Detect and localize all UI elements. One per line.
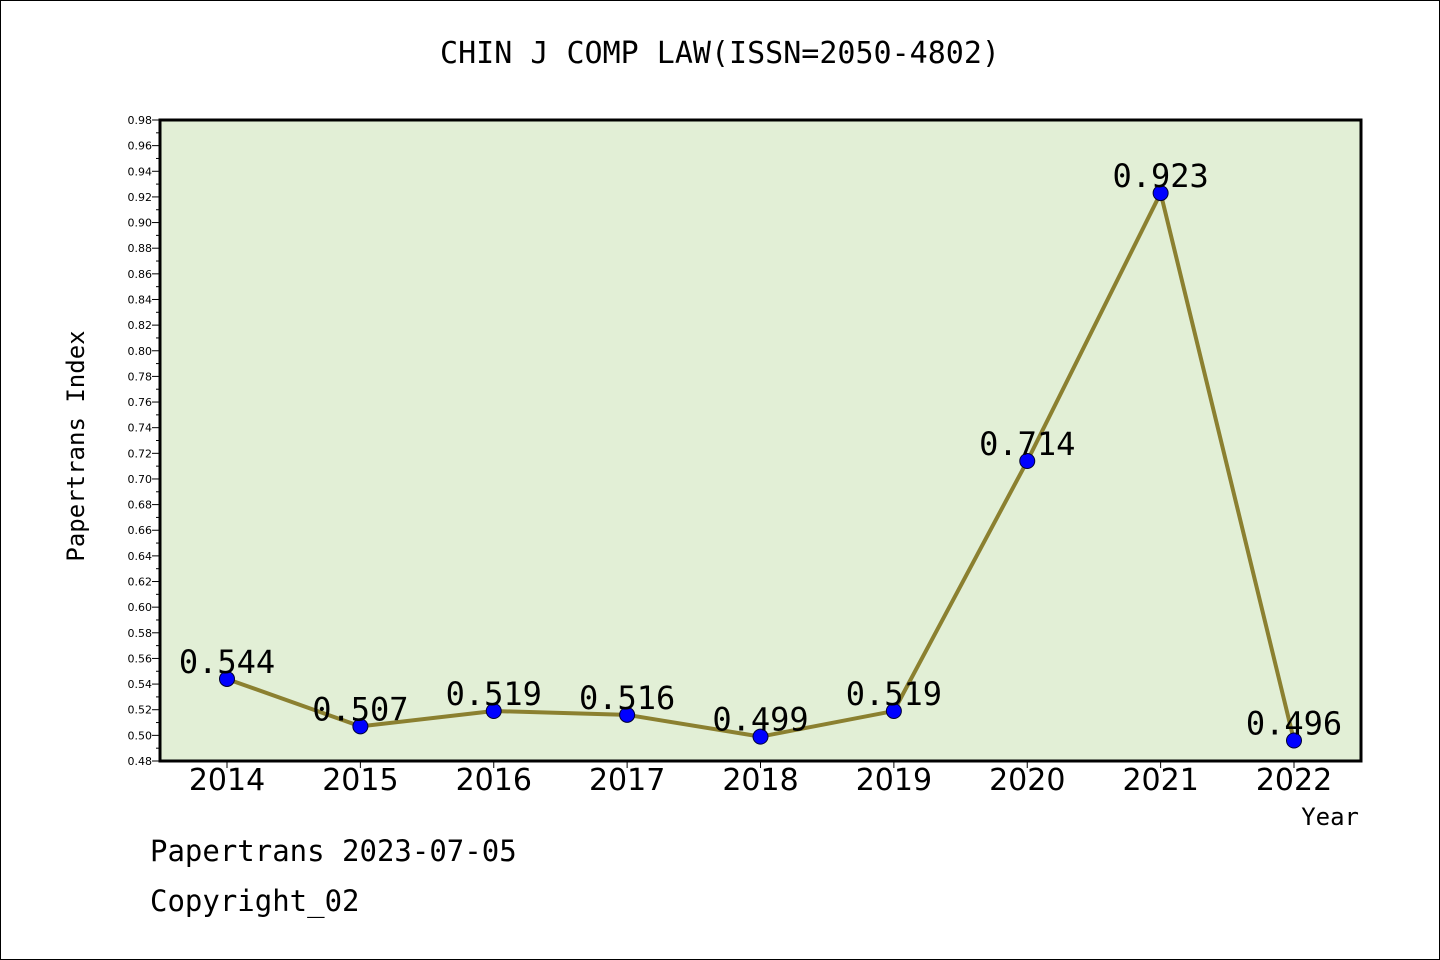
y-tick-label: 0.92 <box>128 191 153 204</box>
x-axis-title: Year <box>1301 803 1359 831</box>
y-tick-label: 0.96 <box>128 140 153 153</box>
y-tick-label: 0.68 <box>128 499 153 512</box>
y-tick-label: 0.84 <box>128 293 153 306</box>
y-tick-label: 0.72 <box>128 447 153 460</box>
x-tick-label: 2018 <box>722 763 798 798</box>
data-point <box>1286 732 1302 749</box>
y-tick-label: 0.62 <box>128 576 153 589</box>
footer-date: Papertrans 2023-07-05 <box>150 834 517 868</box>
y-tick-label: 0.86 <box>128 268 153 281</box>
chart-title: CHIN J COMP LAW(ISSN=2050-4802) <box>440 36 1000 71</box>
data-label: 0.714 <box>979 425 1075 463</box>
y-tick-label: 0.60 <box>128 601 153 614</box>
x-tick-label: 2014 <box>189 763 265 798</box>
y-tick-label: 0.56 <box>128 652 153 665</box>
x-tick-label: 2016 <box>456 763 532 798</box>
y-tick-label: 0.94 <box>128 165 153 178</box>
plot-border <box>158 118 1363 763</box>
y-tick-label: 0.80 <box>128 345 153 358</box>
y-tick-label: 0.64 <box>128 550 153 563</box>
data-point <box>619 706 636 723</box>
x-tick-label: 2020 <box>989 763 1065 798</box>
y-tick-label: 0.70 <box>128 473 153 486</box>
y-tick-label: 0.78 <box>128 370 153 383</box>
y-tick-label: 0.50 <box>128 729 153 742</box>
data-label: 0.519 <box>846 675 942 713</box>
y-tick-label: 0.48 <box>128 755 153 768</box>
x-tick-label: 2022 <box>1256 763 1332 798</box>
data-point <box>485 703 502 720</box>
x-tick-label: 2015 <box>322 763 398 798</box>
data-label: 0.499 <box>712 701 808 739</box>
x-tick-label: 2017 <box>589 763 665 798</box>
y-tick-label: 0.90 <box>128 217 153 230</box>
x-tick-label: 2021 <box>1122 763 1198 798</box>
data-label: 0.544 <box>179 643 275 681</box>
data-label: 0.507 <box>312 690 408 728</box>
data-label: 0.496 <box>1246 704 1342 742</box>
data-label: 0.516 <box>579 679 675 717</box>
data-point <box>219 670 235 687</box>
y-tick-label: 0.76 <box>128 396 153 409</box>
data-point <box>885 703 902 720</box>
y-tick-label: 0.82 <box>128 319 153 332</box>
y-axis-title: Papertrans Index <box>62 330 90 561</box>
footer-copyright: Copyright_02 <box>150 884 360 918</box>
data-point <box>752 728 769 745</box>
y-tick-label: 0.52 <box>128 704 153 717</box>
y-tick-label: 0.66 <box>128 524 153 537</box>
data-point <box>352 718 369 735</box>
y-tick-label: 0.74 <box>128 422 153 435</box>
y-tick-label: 0.54 <box>128 678 153 691</box>
data-point <box>1152 185 1169 202</box>
y-tick-label: 0.88 <box>128 242 153 255</box>
y-tick-label: 0.98 <box>128 114 153 127</box>
y-tick-label: 0.58 <box>128 627 153 640</box>
data-point <box>1019 453 1036 470</box>
x-tick-label: 2019 <box>856 763 932 798</box>
data-label: 0.923 <box>1112 157 1208 195</box>
plot-area <box>160 120 1361 761</box>
data-label: 0.519 <box>446 675 542 713</box>
